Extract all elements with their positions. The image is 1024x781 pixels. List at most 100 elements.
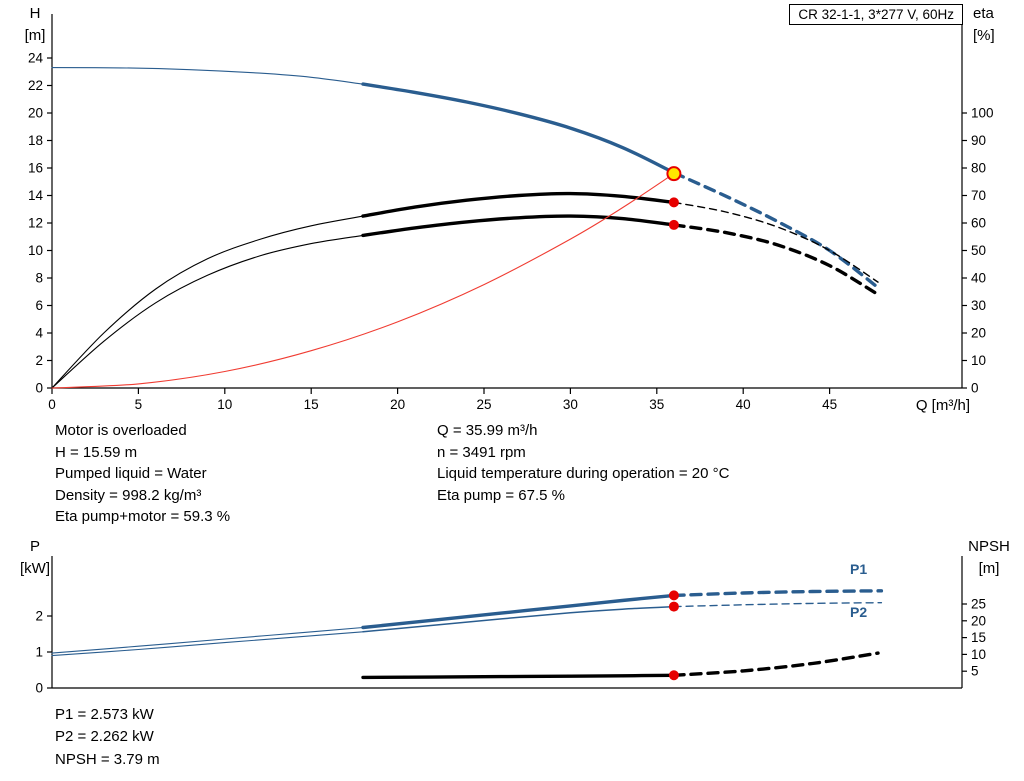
p1-curve-label: P1 (850, 561, 868, 577)
y-right-tick-label: 60 (971, 216, 986, 231)
npsh-point (668, 670, 679, 681)
y-right-tick-label: 30 (971, 298, 986, 313)
y-right-tick-label: 10 (971, 647, 986, 662)
p2-curve-thin2 (362, 605, 675, 633)
y-right-tick-label: 80 (971, 161, 986, 176)
x-tick-label: 0 (48, 397, 56, 412)
eta-axis-unit: [%] (973, 27, 995, 44)
info-eta-pump: Eta pump = 67.5 % (437, 486, 565, 504)
y-right-tick-label: 90 (971, 133, 986, 148)
npsh-axis-label: NPSH [m] (962, 536, 1016, 580)
y-left-tick-label: 0 (35, 381, 43, 396)
y-right-tick-label: 10 (971, 353, 986, 368)
x-tick-label: 30 (563, 397, 578, 412)
y-right-tick-label: 20 (971, 326, 986, 341)
y-right-tick-label: 100 (971, 106, 994, 121)
operating-info-left: Motor is overloaded H = 15.59 m Pumped l… (55, 420, 230, 528)
info-temperature: Liquid temperature during operation = 20… (437, 465, 730, 483)
eta-pump-curve-thin (51, 215, 364, 389)
y-left-tick-label: 16 (28, 161, 43, 176)
operating-info-right: Q = 35.99 m³/h n = 3491 rpm Liquid tempe… (437, 420, 729, 506)
p2-curve-label: P2 (850, 604, 868, 620)
info-speed: n = 3491 rpm (437, 443, 526, 461)
x-tick-label: 25 (476, 397, 491, 412)
y-right-tick-label: 5 (971, 664, 979, 679)
head-curve-thin (51, 67, 364, 85)
p1-curve-thick (361, 593, 676, 630)
eta-pump-motor-curve-thick (361, 214, 676, 238)
info-density: Density = 998.2 kg/m³ (55, 486, 202, 504)
eta-axis-symbol: eta (973, 5, 994, 22)
y-left-tick-label: 1 (35, 645, 43, 660)
x-tick-label: 40 (736, 397, 751, 412)
y-right-tick-label: 20 (971, 613, 986, 628)
x-tick-label: 45 (822, 397, 837, 412)
y-right-tick-label: 0 (971, 381, 979, 396)
y-right-tick-label: 15 (971, 630, 986, 645)
info-npsh: NPSH = 3.79 m (55, 750, 160, 768)
x-tick-label: 5 (135, 397, 143, 412)
y-left-tick-label: 0 (35, 681, 43, 696)
npsh-axis-unit: [m] (978, 560, 1000, 577)
x-tick-label: 20 (390, 397, 405, 412)
p1-curve-thin (51, 626, 364, 654)
y-left-tick-label: 14 (28, 188, 44, 203)
info-warning: Motor is overloaded (55, 422, 187, 439)
q-axis-label: Q [m³/h] (915, 397, 970, 414)
eta-pump-curve-thin-dashed (673, 201, 879, 283)
y-left-tick-label: 8 (35, 271, 43, 286)
y-left-tick-label: 6 (35, 298, 43, 313)
head-curve-thick-dashed (672, 171, 880, 290)
system-curve-thin (51, 173, 675, 389)
info-head: H = 15.59 m (55, 443, 138, 461)
y-right-tick-label: 25 (971, 597, 986, 612)
h-axis-symbol: H (29, 5, 41, 22)
duty-point[interactable] (666, 166, 682, 182)
eta-pump-motor-curve-thick-dashed (672, 223, 880, 297)
y-left-tick-label: 20 (28, 106, 43, 121)
info-p1: P1 = 2.573 kW (55, 706, 154, 723)
info-eta-total: Eta pump+motor = 59.3 % (55, 508, 231, 526)
x-tick-label: 10 (217, 397, 232, 412)
y-left-tick-label: 24 (28, 51, 44, 66)
eta-pump-curve-thick (361, 191, 676, 218)
x-tick-label: 35 (649, 397, 664, 412)
y-left-tick-label: 2 (35, 609, 43, 624)
info-p2: P2 = 2.262 kW (55, 728, 154, 746)
p2-curve-thin (51, 631, 364, 657)
p2-point (668, 601, 679, 612)
pump-type-label: CR 32-1-1, 3*277 V, 60Hz (798, 7, 954, 22)
eta-axis-label: eta [%] (973, 3, 1021, 47)
y-right-tick-label: 50 (971, 243, 986, 258)
npsh-curve-thick (361, 673, 676, 680)
p1-point (668, 590, 679, 601)
h-axis-unit: [m] (24, 27, 46, 44)
p2-curve-thin-dashed (673, 602, 883, 608)
pump-type-box: CR 32-1-1, 3*277 V, 60Hz (789, 4, 963, 25)
npsh-curve-thick-dashed (672, 651, 880, 677)
y-left-tick-label: 4 (35, 326, 43, 341)
h-axis-label: H [m] (13, 3, 57, 47)
p-axis-unit: [kW] (20, 560, 50, 577)
y-right-tick-label: 70 (971, 188, 986, 203)
hq-eta-chart: 0246810121416182022240102030405060708090… (28, 14, 994, 412)
y-left-tick-label: 10 (28, 243, 43, 258)
eta-pump-motor-curve-thin (51, 234, 364, 389)
info-liquid: Pumped liquid = Water (55, 465, 207, 483)
p1-curve-thick-dashed (672, 589, 884, 598)
info-flow: Q = 35.99 m³/h (437, 422, 538, 439)
p-axis-label: P [kW] (13, 536, 57, 580)
y-left-tick-label: 12 (28, 216, 43, 231)
head-curve-thick (361, 82, 676, 175)
y-left-tick-label: 2 (35, 353, 43, 368)
x-tick-label: 15 (304, 397, 319, 412)
eta-pump-point (668, 197, 679, 208)
npsh-axis-symbol: NPSH (968, 538, 1010, 555)
power-info: P1 = 2.573 kW P2 = 2.262 kW NPSH = 3.79 … (55, 704, 160, 771)
p-axis-symbol: P (29, 538, 40, 555)
eta-total-point (668, 219, 679, 230)
y-left-tick-label: 22 (28, 78, 43, 93)
